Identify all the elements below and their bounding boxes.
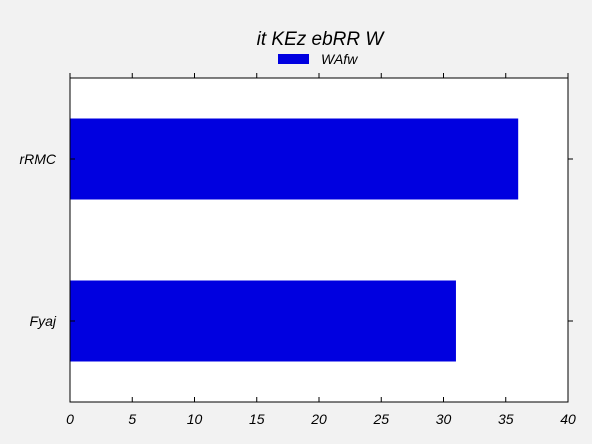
x-tick-label: 40 — [560, 411, 576, 427]
legend-swatch — [278, 54, 309, 64]
x-tick-label: 15 — [249, 411, 265, 427]
x-tick-label: 20 — [310, 411, 327, 427]
x-axis-ticks: 0 5 10 15 20 25 30 35 40 — [66, 73, 576, 427]
plot-frame — [69, 77, 569, 403]
x-tick-label: 10 — [187, 411, 203, 427]
bar-rRMC — [70, 118, 519, 200]
x-tick-label: 25 — [372, 411, 389, 427]
y-tick-label: Fyaj — [30, 313, 57, 329]
bar-Fyaj — [70, 280, 456, 362]
chart-title: it KEz ebRR W — [257, 29, 386, 50]
legend: WAfw — [278, 51, 358, 67]
x-tick-label: 5 — [128, 411, 136, 427]
x-tick-label: 30 — [436, 411, 452, 427]
x-tick-label: 0 — [66, 411, 74, 427]
x-tick-label: 35 — [498, 411, 514, 427]
bars — [70, 118, 519, 362]
y-axis-ticks: Fyaj rRMC — [19, 151, 573, 329]
y-tick-label: rRMC — [19, 151, 56, 167]
legend-label: WAfw — [321, 51, 358, 67]
